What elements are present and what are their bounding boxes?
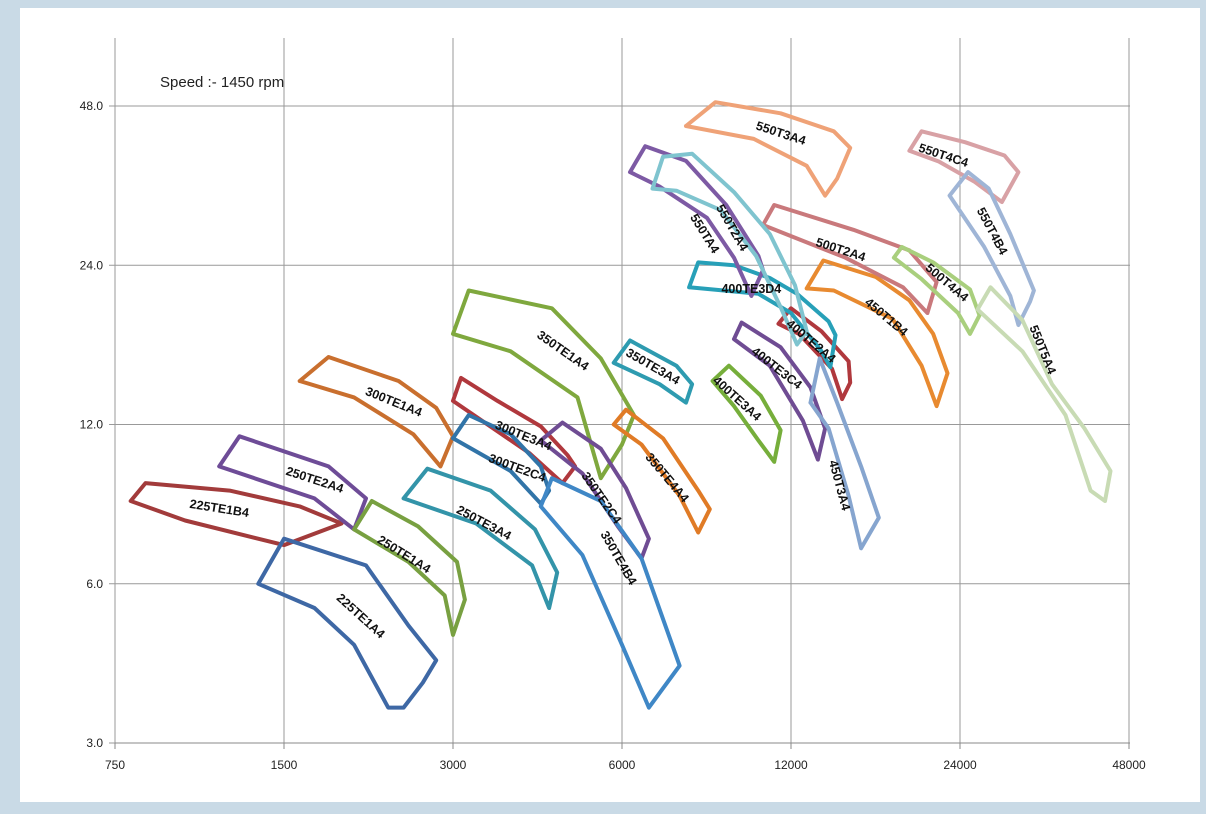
zone-250te3a4-label: 250TE3A4 bbox=[454, 503, 513, 543]
zone-450t3a4-outline bbox=[808, 356, 881, 551]
zone-350te4b4-label: 350TE4B4 bbox=[598, 529, 640, 588]
zone-550t4b4-outline bbox=[947, 170, 1036, 327]
x-tick-label: 48000 bbox=[1112, 758, 1146, 772]
zone-550t2a4-outline bbox=[650, 151, 809, 347]
zone-550t5a4-outline bbox=[975, 285, 1113, 503]
zone-400te3d4-outline bbox=[687, 260, 838, 370]
y-tick-label: 12.0 bbox=[80, 418, 104, 432]
chart: 750 1500 3000 6000 12000 24000 48000 48.0 24.0 1… bbox=[80, 38, 1146, 772]
speed-annotation: Speed :- 1450 rpm bbox=[160, 74, 284, 91]
zone-450t1b4-label: 450T1B4 bbox=[862, 295, 910, 339]
zone-300te1a4-outline bbox=[297, 355, 455, 469]
zone-350te1a4-label: 350TE1A4 bbox=[534, 328, 591, 374]
chart-frame: 750 1500 3000 6000 12000 24000 48000 48.0 24.0 1… bbox=[20, 8, 1200, 802]
performance-zones bbox=[128, 100, 1113, 710]
y-tick-label: 24.0 bbox=[80, 258, 104, 272]
zone-400te3c4-outline bbox=[732, 320, 828, 462]
zone-225te1b4-label: 225TE1B4 bbox=[189, 497, 250, 520]
zone-500t2a4-outline bbox=[761, 203, 939, 315]
zone-350te4a4-outline bbox=[611, 407, 712, 535]
zone-350te4a4-label: 350TE4A4 bbox=[642, 450, 691, 505]
x-tick-label: 750 bbox=[105, 758, 125, 772]
zone-550t5a4-label: 550T5A4 bbox=[1026, 323, 1058, 376]
x-tick-label: 24000 bbox=[943, 758, 977, 772]
y-tick-label: 3.0 bbox=[86, 736, 103, 750]
y-tick-label: 48.0 bbox=[80, 99, 104, 113]
zone-400te3a4-label: 400TE3A4 bbox=[710, 373, 764, 423]
x-tick-label: 12000 bbox=[774, 758, 808, 772]
zone-500t4a4-outline bbox=[891, 244, 982, 336]
zone-250te1a4-outline bbox=[352, 499, 467, 637]
zone-350te1a4-outline bbox=[451, 288, 636, 481]
zone-350te3a4-outline bbox=[611, 338, 695, 405]
zone-550t4c4-outline bbox=[907, 129, 1021, 204]
zone-250te1a4-label: 250TE1A4 bbox=[375, 533, 433, 577]
zone-450t1b4-outline bbox=[804, 258, 950, 409]
zone-400te3a4-outline bbox=[710, 363, 783, 464]
zone-550t3a4-outline bbox=[684, 100, 853, 198]
y-tick-label: 6.0 bbox=[86, 577, 103, 591]
zone-450t3a4-label: 450T3A4 bbox=[826, 459, 853, 512]
zone-400te3d4-label: 400TE3D4 bbox=[721, 282, 781, 296]
zone-250te3a4-outline bbox=[401, 466, 560, 610]
zone-550t4b4-label: 550T4B4 bbox=[974, 205, 1011, 257]
zone-225te1b4-outline bbox=[128, 481, 344, 548]
zone-350te2c4-outline bbox=[538, 420, 651, 561]
zone-250te2a4-outline bbox=[217, 434, 368, 532]
zone-300te2c4-outline bbox=[451, 413, 552, 506]
x-axis-ticks: 750 1500 3000 6000 12000 24000 48000 bbox=[105, 743, 1146, 772]
x-tick-label: 3000 bbox=[440, 758, 467, 772]
zone-300te1a4-label: 300TE1A4 bbox=[363, 384, 424, 419]
y-axis-ticks: 48.0 24.0 12.0 6.0 3.0 bbox=[80, 99, 104, 750]
zone-225te1a4-outline bbox=[256, 536, 439, 710]
zone-350te4b4-outline bbox=[538, 476, 682, 710]
x-tick-label: 6000 bbox=[609, 758, 636, 772]
x-tick-label: 1500 bbox=[271, 758, 298, 772]
